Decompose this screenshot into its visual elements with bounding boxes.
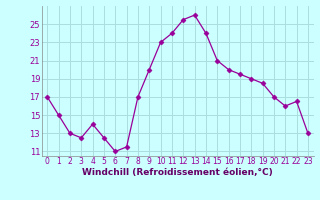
X-axis label: Windchill (Refroidissement éolien,°C): Windchill (Refroidissement éolien,°C): [82, 168, 273, 177]
